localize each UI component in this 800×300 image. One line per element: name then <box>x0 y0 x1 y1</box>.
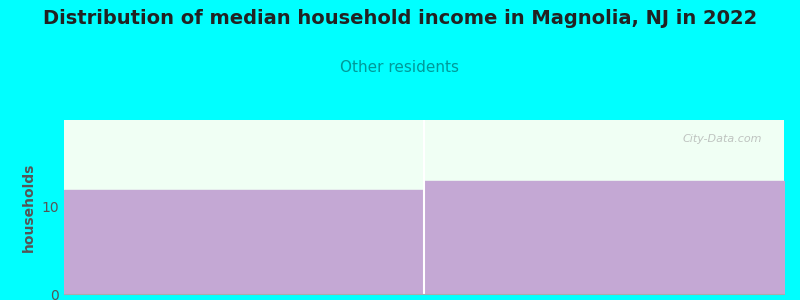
Text: Other residents: Other residents <box>341 60 459 75</box>
Y-axis label: households: households <box>22 162 36 252</box>
Text: Distribution of median household income in Magnolia, NJ in 2022: Distribution of median household income … <box>43 9 757 28</box>
Text: City-Data.com: City-Data.com <box>683 134 762 144</box>
